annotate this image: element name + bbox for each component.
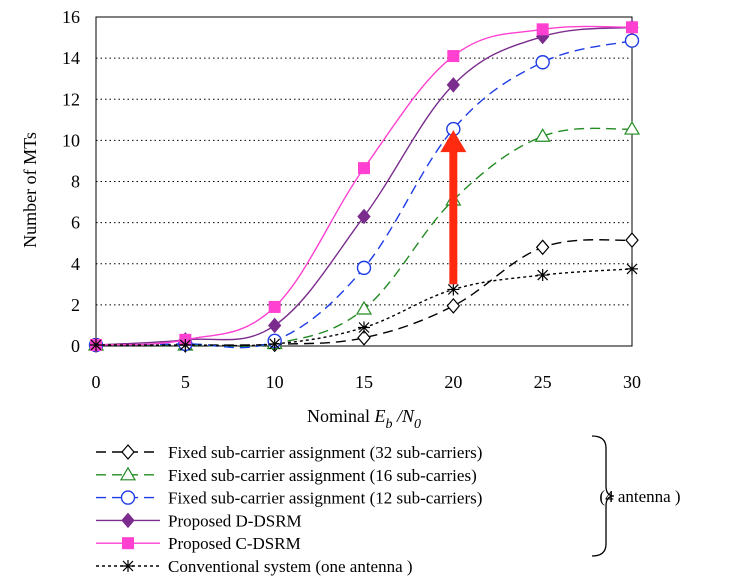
legend-label: Fixed sub-carrier assignment (16 sub-car… (168, 466, 477, 485)
data-point (626, 21, 638, 34)
data-point (447, 283, 460, 296)
data-point (623, 120, 641, 135)
x-tick-label: 25 (534, 372, 552, 392)
data-point (536, 23, 549, 36)
data-point (358, 321, 370, 334)
y-tick-label: 10 (62, 130, 80, 150)
x-axis-label-var-n: N (401, 406, 415, 426)
y-tick-label: 12 (62, 89, 80, 109)
data-point (357, 329, 371, 346)
antenna-note: (4 antenna ) (599, 487, 680, 506)
x-tick-label: 15 (355, 372, 373, 392)
legend-item-proposed-c-dsrm: Proposed C-DSRM (96, 534, 301, 553)
x-tick-label: 0 (92, 372, 101, 392)
data-point (357, 208, 371, 225)
legend: Fixed sub-carrier assignment (32 sub-car… (96, 443, 482, 576)
data-point (268, 337, 281, 350)
series-proposed-c-dsrm (90, 21, 638, 351)
data-point (179, 338, 192, 351)
arrow-shaft (449, 148, 458, 285)
y-tick-label: 2 (71, 295, 80, 315)
series-conventional-system-one-antenna (90, 262, 638, 351)
data-point (355, 300, 373, 315)
y-axis-ticks: 0 2 4 6 8 10 12 14 16 (62, 7, 80, 356)
series-line (95, 25, 633, 346)
data-point (535, 55, 550, 70)
x-axis-label-sub-b: b (385, 417, 392, 432)
x-tick-label: 30 (623, 372, 641, 392)
y-axis-label: Number of MTs (20, 132, 40, 248)
x-axis-label-sub-0: 0 (414, 417, 421, 432)
x-axis-ticks: 0 5 10 15 20 25 30 (92, 372, 642, 392)
y-tick-label: 4 (71, 254, 80, 274)
legend-marker (121, 444, 135, 460)
series-fixed-sub-carrier-assignment-32-sub-carriers (89, 232, 639, 353)
legend-item-fixed-sub-carrier-assignment-12-sub-carriers: Fixed sub-carrier assignment (12 sub-car… (96, 489, 482, 508)
data-point (268, 317, 282, 334)
data-point (535, 239, 550, 256)
x-tick-label: 20 (444, 372, 462, 392)
x-axis-label-slash: / (392, 406, 404, 426)
legend-item-fixed-sub-carrier-assignment-32-sub-carriers: Fixed sub-carrier assignment (32 sub-car… (96, 443, 482, 462)
data-point (268, 300, 281, 313)
data-point (625, 232, 639, 249)
legend-marker (121, 512, 135, 529)
legend-marker (122, 560, 134, 572)
x-axis-label: Nominal Eb /N0 (307, 406, 421, 432)
legend-label: Proposed C-DSRM (168, 534, 301, 553)
legend-marker (120, 490, 136, 505)
data-point (446, 77, 460, 93)
improvement-arrow (440, 130, 467, 285)
x-axis-label-var-e: E (373, 406, 385, 426)
legend-item-fixed-sub-carrier-assignment-16-sub-carries: Fixed sub-carrier assignment (16 sub-car… (96, 466, 477, 485)
plot-area (95, 16, 633, 347)
legend-item-proposed-d-dsrm: Proposed D-DSRM (96, 511, 302, 530)
data-point (356, 260, 372, 276)
legend-brace (591, 435, 615, 557)
x-tick-label: 5 (181, 372, 190, 392)
data-point (534, 128, 551, 142)
legend-label: Fixed sub-carrier assignment (32 sub-car… (168, 443, 482, 462)
x-axis-label-prefix: Nominal (307, 406, 375, 426)
legend-label: Fixed sub-carrier assignment (12 sub-car… (168, 489, 482, 508)
legend-marker (119, 466, 137, 481)
data-point (358, 162, 370, 175)
data-point (626, 262, 638, 275)
y-tick-label: 8 (71, 172, 80, 192)
data-point (624, 33, 640, 48)
series-fixed-sub-carrier-assignment-16-sub-carries (87, 120, 641, 351)
legend-label: Conventional system (one antenna ) (168, 557, 413, 576)
y-tick-label: 6 (71, 213, 80, 233)
y-tick-label: 16 (62, 7, 80, 27)
data-point (536, 269, 549, 282)
data-point (90, 338, 102, 351)
data-point (446, 297, 461, 314)
series-group (87, 19, 641, 353)
series-line (95, 26, 633, 346)
x-tick-label: 10 (266, 372, 284, 392)
legend-marker (122, 537, 134, 550)
legend-item-conventional-system-one-antenna: Conventional system (one antenna ) (96, 557, 413, 576)
arrow-head (440, 130, 467, 153)
y-tick-label: 14 (62, 48, 80, 68)
legend-label: Proposed D-DSRM (168, 511, 302, 530)
data-point (447, 50, 460, 63)
y-tick-label: 0 (71, 336, 80, 356)
